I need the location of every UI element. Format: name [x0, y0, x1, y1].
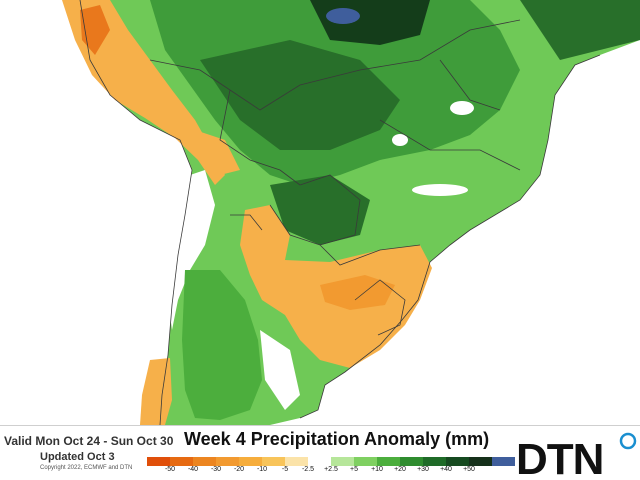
map-title: Week 4 Precipitation Anomaly (mm): [184, 429, 490, 449]
scale-swatch: [262, 457, 285, 466]
scale-tick-label: -20: [233, 466, 245, 473]
scale-swatch: [354, 457, 377, 466]
scale-tick-label: +5: [350, 466, 358, 473]
wet-dark-paraguay: [270, 175, 370, 245]
color-scale-ticks: -50 -40 -30 -20 -10 -5 -2.5 +2.5 +5 +10 +20 +30 +40 +…: [147, 466, 515, 478]
scale-tick-label: -10: [256, 466, 268, 473]
scale-swatch: [308, 457, 331, 466]
scale-swatch: [170, 457, 193, 466]
near-normal-argentina: [260, 330, 300, 410]
legend-footer: Valid Mon Oct 24 - Sun Oct 30 Updated Oc…: [0, 425, 640, 480]
scale-swatch: [377, 457, 400, 466]
scale-swatch: [331, 457, 354, 466]
scale-tick-label: -5: [281, 466, 289, 473]
near-normal-east-2: [450, 101, 474, 115]
wet-patagonia: [182, 270, 262, 420]
scale-swatch: [492, 457, 515, 466]
dtn-logo: DTN: [516, 432, 637, 480]
scale-tick-label: -2.5: [301, 466, 315, 473]
scale-tick-label: +40: [440, 466, 452, 473]
dry-bolivia-pocket: [195, 130, 240, 175]
scale-swatch: [446, 457, 469, 466]
precipitation-anomaly-map: [62, 0, 640, 425]
scale-tick-label: +20: [394, 466, 406, 473]
wet-darker-core: [200, 40, 400, 150]
country-borders: [79, 0, 601, 425]
scale-swatch: [285, 457, 308, 466]
near-normal-east-3: [392, 134, 408, 146]
dtn-logo-text: DTN: [516, 435, 603, 480]
scale-swatch: [193, 457, 216, 466]
scale-swatch: [469, 457, 492, 466]
valid-period: Valid Mon Oct 24 - Sun Oct 30: [4, 434, 174, 448]
dry-south-west: [140, 358, 172, 425]
scale-swatch: [239, 457, 262, 466]
wet-dark-east: [520, 0, 640, 60]
near-normal-chile: [168, 170, 215, 330]
dry-andes-north: [62, 0, 225, 185]
scale-tick-label: +50: [463, 466, 475, 473]
dry-argentina-strong: [320, 275, 395, 310]
scale-swatch: [423, 457, 446, 466]
scale-swatch: [400, 457, 423, 466]
dtn-logo-dot: [619, 432, 637, 450]
scale-tick-label: -50: [164, 466, 176, 473]
scale-swatch: [147, 457, 170, 466]
near-normal-east-1: [412, 184, 468, 196]
scale-tick-label: -40: [187, 466, 199, 473]
copyright-note: Copyright 2022, ECMWF and DTN: [40, 465, 133, 471]
updated-date: Updated Oct 3: [40, 451, 115, 463]
scale-tick-label: +2.5: [324, 466, 338, 473]
water-anomaly: [326, 8, 360, 24]
color-scale: [147, 457, 515, 466]
dry-andes-strong: [80, 5, 110, 55]
scale-tick-label: -30: [210, 466, 222, 473]
scale-tick-label: +30: [417, 466, 429, 473]
scale-swatch: [216, 457, 239, 466]
scale-tick-label: +10: [371, 466, 383, 473]
